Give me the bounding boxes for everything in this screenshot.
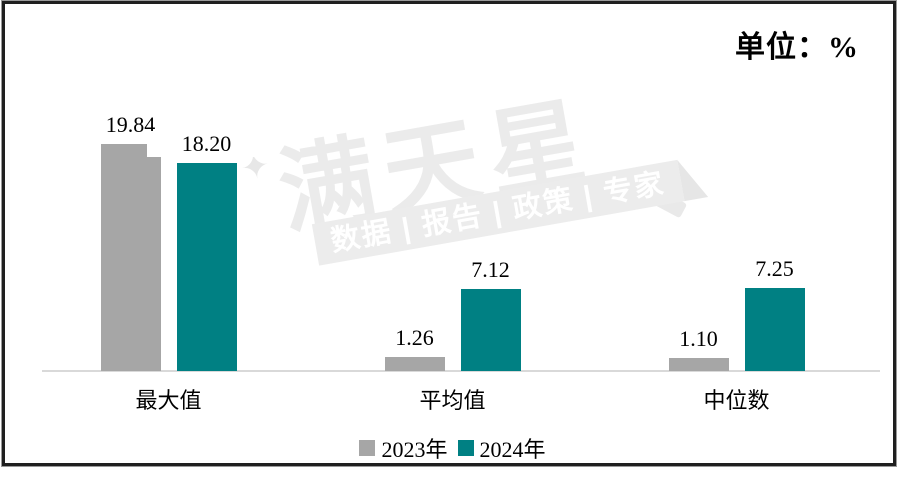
legend: 2023年 2024年 — [0, 432, 905, 464]
value-label-series2-group3: 7.25 — [714, 256, 835, 282]
bar-series2-group2 — [460, 289, 521, 371]
unit-label: 单位：% — [735, 31, 859, 64]
category-label-group2: 平均值 — [419, 388, 486, 413]
value-label-series2-group1: 18.20 — [146, 131, 267, 157]
bar-series1-group2 — [384, 357, 445, 371]
bar-series1-group1 — [100, 144, 161, 371]
bar-series2-group3 — [744, 288, 805, 371]
value-label-series1-group3: 1.10 — [638, 326, 759, 352]
bar-series1-group3 — [668, 358, 729, 371]
legend-swatch-icon-1 — [359, 440, 376, 456]
plot-area: 19.84 18.20 1.26 7.12 1.10 7.25 — [70, 112, 835, 371]
value-label-series2-group2: 7.12 — [430, 257, 551, 283]
legend-item-1: 2023年 — [359, 432, 448, 464]
x-axis-line — [42, 370, 880, 372]
legend-label-2: 2024年 — [479, 437, 546, 462]
legend-item-2: 2024年 — [457, 432, 546, 464]
category-label-group1: 最大值 — [135, 388, 202, 413]
value-label-series1-group2: 1.26 — [354, 325, 475, 351]
bar-series2-group1 — [176, 163, 237, 371]
category-label-group3: 中位数 — [703, 388, 770, 413]
legend-label-1: 2023年 — [381, 437, 448, 462]
value-label-series1-group1: 19.84 — [70, 112, 191, 138]
legend-swatch-icon-2 — [457, 440, 474, 456]
